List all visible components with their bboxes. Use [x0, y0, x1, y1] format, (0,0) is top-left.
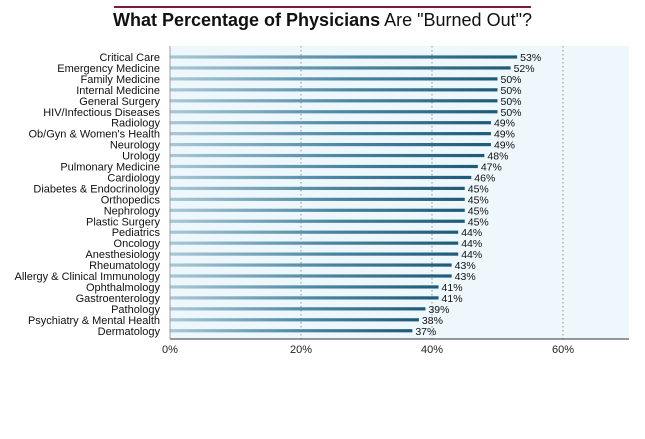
value-label: 49%	[494, 140, 515, 152]
bar	[170, 153, 485, 158]
category-label: Oncology	[114, 238, 161, 250]
bar	[170, 88, 498, 92]
bar	[170, 208, 465, 212]
category-label: Anesthesiology	[85, 249, 160, 261]
bar	[170, 252, 459, 256]
bar	[170, 186, 465, 190]
value-label: 41%	[442, 293, 463, 305]
category-label: Ophthalmology	[86, 282, 160, 294]
value-label: 39%	[428, 304, 449, 316]
value-label: 45%	[468, 205, 489, 217]
bar	[170, 285, 439, 289]
chart-title: What Percentage of Physicians Are "Burne…	[0, 10, 645, 31]
value-label: 41%	[442, 282, 463, 294]
bar	[170, 164, 478, 169]
bar	[170, 241, 459, 245]
title-rule	[114, 6, 531, 8]
category-label: Diabetes & Endocrinology	[33, 183, 160, 195]
value-label: 45%	[468, 216, 489, 228]
value-label: 44%	[461, 238, 482, 250]
category-label: HIV/Infectious Diseases	[43, 107, 160, 119]
bar	[170, 263, 452, 267]
category-label: Gastroenterology	[76, 293, 161, 305]
bar	[170, 55, 518, 59]
x-tick-label: 40%	[421, 344, 443, 356]
value-label: 38%	[422, 315, 443, 327]
value-label: 48%	[487, 151, 508, 163]
bar	[170, 230, 459, 234]
bar	[170, 318, 419, 322]
bar	[170, 77, 498, 81]
value-label: 44%	[461, 249, 482, 261]
category-label: Nephrology	[104, 205, 161, 217]
value-label: 49%	[494, 129, 515, 141]
bar	[170, 99, 498, 103]
value-label: 49%	[494, 118, 515, 130]
value-label: 50%	[501, 85, 522, 97]
bar	[170, 329, 413, 333]
category-label: Pathology	[111, 304, 160, 316]
value-label: 50%	[501, 74, 522, 86]
category-label: Critical Care	[99, 52, 160, 64]
category-label: General Surgery	[79, 96, 160, 108]
bar	[170, 219, 465, 223]
bar	[170, 143, 491, 147]
plot-background	[170, 46, 629, 339]
category-label: Orthopedics	[101, 194, 161, 206]
bar	[170, 296, 439, 300]
bar	[170, 274, 452, 278]
category-label: Psychiatry & Mental Health	[28, 315, 160, 327]
value-label: 43%	[455, 260, 476, 272]
x-tick-label: 0%	[162, 344, 178, 356]
value-label: 43%	[455, 271, 476, 283]
value-label: 45%	[468, 183, 489, 195]
category-label: Family Medicine	[81, 74, 160, 86]
value-label: 44%	[461, 227, 482, 239]
category-label: Pulmonary Medicine	[60, 162, 160, 174]
bar	[170, 66, 511, 70]
value-label: 45%	[468, 194, 489, 206]
x-tick-label: 20%	[290, 344, 312, 356]
category-label: Emergency Medicine	[57, 63, 160, 75]
category-label: Pediatrics	[112, 227, 161, 239]
bar	[170, 197, 465, 201]
value-label: 37%	[415, 326, 436, 338]
bar	[170, 132, 491, 136]
category-label: Urology	[122, 151, 160, 163]
title-normal-part: Are "Burned Out"?	[384, 10, 532, 30]
category-label: Dermatology	[98, 326, 161, 338]
bar	[170, 175, 472, 180]
category-label: Plastic Surgery	[86, 216, 160, 228]
category-label: Internal Medicine	[76, 85, 160, 97]
value-label: 50%	[501, 107, 522, 119]
value-label: 46%	[474, 172, 495, 184]
x-tick-label: 60%	[552, 344, 574, 356]
category-label: Rheumatology	[89, 260, 160, 272]
value-label: 50%	[501, 96, 522, 108]
category-label: Radiology	[111, 118, 160, 130]
bar	[170, 307, 426, 311]
category-label: Allergy & Clinical Immunology	[15, 271, 161, 283]
title-bold-part: What Percentage of Physicians	[113, 10, 381, 30]
bar	[170, 110, 498, 114]
category-label: Ob/Gyn & Women's Health	[28, 129, 160, 141]
category-label: Neurology	[110, 140, 161, 152]
bar	[170, 121, 491, 125]
category-label: Cardiology	[107, 172, 160, 184]
value-label: 53%	[520, 52, 541, 64]
value-label: 47%	[481, 162, 502, 174]
value-label: 52%	[514, 63, 535, 75]
